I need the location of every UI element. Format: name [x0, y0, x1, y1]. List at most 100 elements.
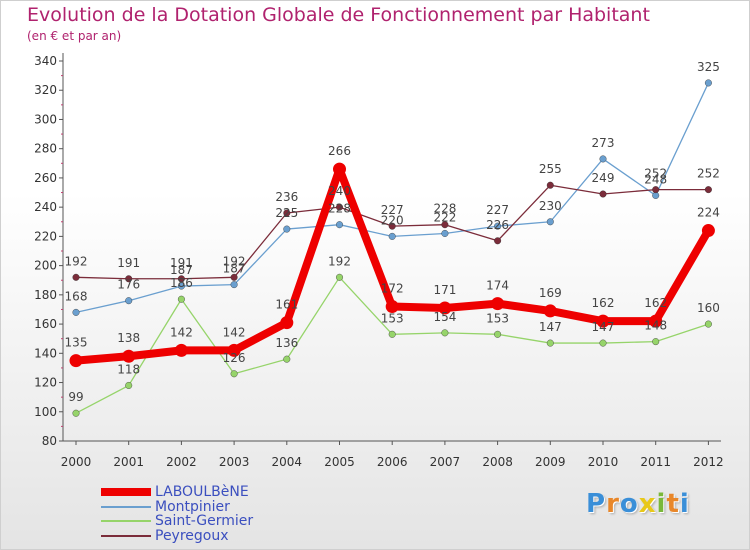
- y-tick-label: 220: [34, 229, 57, 243]
- x-tick-label: 2010: [588, 455, 619, 469]
- data-point: [441, 221, 449, 229]
- data-label: 222: [433, 210, 456, 224]
- x-tick-label: 2003: [219, 455, 250, 469]
- data-label: 153: [486, 311, 509, 325]
- data-label: 186: [170, 276, 193, 290]
- data-point: [546, 218, 554, 226]
- data-label: 325: [697, 60, 720, 74]
- data-point: [494, 222, 502, 230]
- data-point: [122, 349, 136, 363]
- legend-swatch: [101, 488, 151, 496]
- data-label: 135: [65, 336, 88, 350]
- y-tick-label: 180: [34, 288, 57, 302]
- y-tick-label: 140: [34, 346, 57, 360]
- data-label: 191: [170, 256, 193, 270]
- data-label: 192: [328, 254, 351, 268]
- y-tick-label: 80: [42, 434, 57, 448]
- y-tick-label: 200: [34, 259, 57, 273]
- y-tick-label: 100: [34, 405, 57, 419]
- data-point: [177, 295, 185, 303]
- legend-label: Peyregoux: [155, 527, 229, 544]
- data-label: 160: [697, 301, 720, 315]
- line-chart: 80 100 120 140 160 180 200 220 240 260 280 300 320 34…: [34, 53, 724, 469]
- legend-swatch: [101, 505, 151, 508]
- x-tick-label: 2007: [430, 455, 461, 469]
- data-point: [441, 229, 449, 237]
- data-label: 153: [381, 311, 404, 325]
- data-label: 169: [539, 286, 562, 300]
- legend-label: LABOULBèNE: [155, 484, 249, 500]
- y-tick-label: 160: [34, 317, 57, 331]
- data-point: [336, 273, 344, 281]
- data-label: 136: [275, 336, 298, 350]
- data-label: 220: [381, 213, 404, 227]
- data-label: 226: [486, 218, 509, 232]
- data-point: [388, 232, 396, 240]
- x-tick-label: 2012: [693, 455, 724, 469]
- data-label: 252: [697, 167, 720, 181]
- data-label: 227: [381, 203, 404, 217]
- data-point: [546, 181, 554, 189]
- data-point: [599, 190, 607, 198]
- legend-label: Montpinier: [155, 498, 230, 515]
- data-point: [543, 304, 557, 318]
- x-tick-label: 2008: [482, 455, 513, 469]
- data-label: 118: [117, 362, 140, 376]
- x-tick-label: 2006: [377, 455, 408, 469]
- x-tick-label: 2011: [640, 455, 671, 469]
- data-point: [704, 320, 712, 328]
- x-tick-label: 2001: [113, 455, 144, 469]
- data-point: [599, 339, 607, 347]
- data-point: [441, 329, 449, 337]
- data-point: [333, 162, 346, 176]
- data-point: [336, 221, 344, 229]
- data-label: 148: [644, 319, 667, 333]
- data-point: [704, 79, 712, 87]
- x-tick-label: 2005: [324, 455, 355, 469]
- data-point: [283, 209, 291, 217]
- data-label: 154: [433, 310, 456, 324]
- data-point: [385, 300, 399, 314]
- x-tick-label: 2009: [535, 455, 566, 469]
- data-label: 191: [117, 256, 140, 270]
- data-point: [230, 281, 238, 289]
- data-label: 230: [539, 199, 562, 213]
- data-point: [125, 381, 133, 389]
- data-label: 187: [223, 262, 246, 276]
- data-point: [491, 297, 505, 311]
- data-point: [494, 237, 502, 245]
- data-label: 236: [275, 190, 298, 204]
- legend-item: Montpinier: [101, 498, 341, 515]
- data-point: [388, 330, 396, 338]
- data-point: [388, 222, 396, 230]
- data-label: 142: [170, 325, 193, 339]
- data-point: [174, 343, 188, 357]
- data-label: 99: [68, 390, 83, 404]
- data-point: [227, 343, 241, 357]
- data-point: [704, 186, 712, 194]
- data-label: 162: [592, 296, 615, 310]
- data-label: 147: [592, 320, 615, 334]
- x-tick-label: 2002: [166, 455, 197, 469]
- data-label: 187: [170, 263, 193, 277]
- legend-item: Peyregoux: [101, 527, 341, 544]
- data-label: 255: [539, 162, 562, 176]
- data-point: [177, 282, 185, 290]
- data-point: [280, 316, 294, 330]
- data-point: [230, 273, 238, 281]
- data-point: [336, 203, 344, 211]
- data-point: [649, 314, 663, 328]
- data-label: 273: [592, 136, 615, 150]
- data-point: [72, 273, 80, 281]
- data-point: [69, 354, 83, 368]
- data-label: 248: [644, 172, 667, 186]
- data-label: 172: [381, 282, 404, 296]
- data-point: [177, 275, 185, 283]
- data-point: [230, 370, 238, 378]
- data-label: 228: [433, 202, 456, 216]
- data-label: 249: [592, 171, 615, 185]
- data-point: [652, 186, 660, 194]
- data-point: [125, 275, 133, 283]
- data-label: 147: [539, 320, 562, 334]
- data-point: [546, 339, 554, 347]
